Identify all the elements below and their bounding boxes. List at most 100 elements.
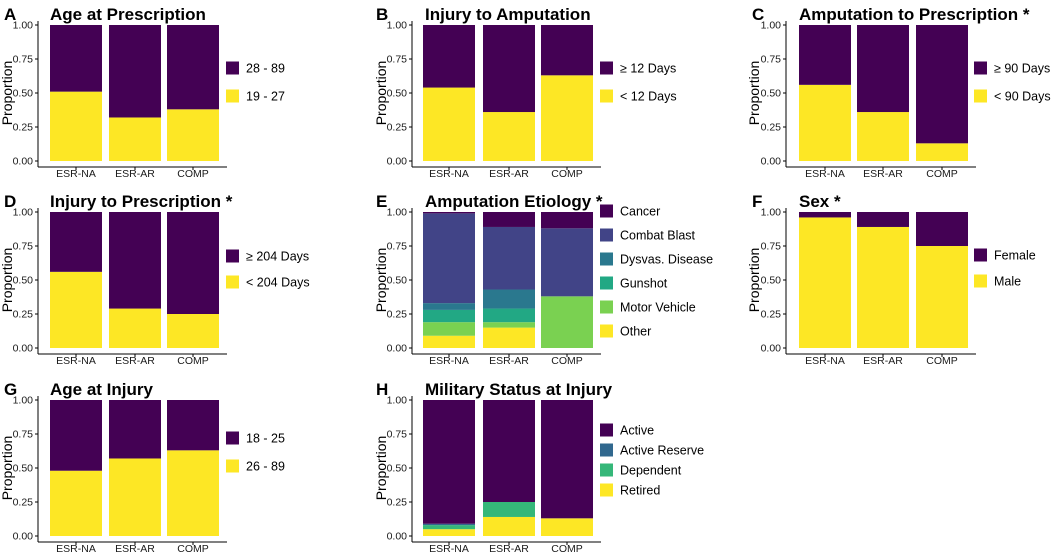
panel-h-letter: H [376, 380, 388, 399]
panel-h-ytick-0-75: 0.75 [387, 429, 408, 441]
panel-e-bar-esr-ar-combat-blast [483, 226, 535, 290]
panel-b-bar-esr-ar-ge-12-days [483, 25, 535, 113]
panel-f-bar-comp-female [916, 212, 968, 246]
panel-a-bar-esr-na-19-27 [50, 91, 102, 161]
panel-d-ytick-0-50: 0.50 [13, 275, 34, 287]
panel-h-ytick-0-50: 0.50 [387, 463, 408, 475]
panel-e-bar-esr-na-motor-vehicle [423, 322, 475, 336]
panel-g-ylabel: Proportion [0, 436, 15, 501]
panel-a-legend-swatch-28-89 [226, 61, 239, 75]
panel-a-legend-label-28-89: 28 - 89 [246, 62, 285, 76]
panel-d-bar-esr-na-lt-204-days [50, 271, 102, 348]
panel-g-bar-comp-26-89 [167, 450, 219, 536]
panel-e-bar-esr-na-dysvas-disease [423, 303, 475, 310]
panel-c-ylabel: Proportion [746, 61, 762, 126]
panel-g-bar-esr-ar-26-89 [109, 458, 161, 536]
panel-e-ytick-1-00: 1.00 [387, 207, 408, 219]
panel-b-legend-label-lt-12-days: < 12 Days [620, 90, 677, 104]
panel-h-bar-comp-retired [541, 518, 593, 536]
panel-a-bar-esr-na-28-89 [50, 25, 102, 92]
panel-b-xtick-comp: COMP [551, 168, 583, 180]
panel-e-xtick-esr-na: ESR-NA [429, 355, 469, 367]
panel-b-ytick-0-25: 0.25 [387, 122, 408, 134]
panel-g-bar-comp-18-25 [167, 400, 219, 451]
panel-c-ytick-0-75: 0.75 [761, 54, 782, 66]
panel-e-legend-swatch-motor-vehicle [600, 300, 613, 314]
panel-b-bar-esr-ar-lt-12-days [483, 112, 535, 161]
panel-a-ytick-0-25: 0.25 [13, 122, 34, 134]
panel-g-bar-esr-ar-18-25 [109, 400, 161, 459]
panel-a-ytick-0-75: 0.75 [13, 54, 34, 66]
panel-f-bar-esr-ar-male [857, 226, 909, 348]
panel-c-legend-label-ge-90-days: ≥ 90 Days [994, 62, 1050, 76]
panel-g-ytick-0-25: 0.25 [13, 497, 34, 509]
panel-g-xtick-comp: COMP [177, 543, 209, 555]
panel-c-bar-comp-lt-90-days [916, 143, 968, 161]
panel-e-legend-label-dysvas-disease: Dysvas. Disease [620, 253, 713, 267]
panel-d-bar-comp-ge-204-days [167, 212, 219, 314]
panel-h-ylabel: Proportion [373, 436, 389, 501]
panel-h-ytick-0-25: 0.25 [387, 497, 408, 509]
panel-f-title: Sex * [799, 192, 841, 211]
panel-d-legend-label-lt-204-days: < 204 Days [246, 276, 310, 290]
panel-d-title: Injury to Prescription * [50, 192, 233, 211]
panel-e-bar-esr-na-cancer [423, 212, 475, 214]
panel-c-bar-esr-na-ge-90-days [799, 25, 851, 85]
panel-g-bar-esr-na-26-89 [50, 470, 102, 536]
panel-d-ytick-0-00: 0.00 [13, 343, 34, 355]
panel-d-xtick-esr-na: ESR-NA [56, 355, 96, 367]
panel-h-bar-esr-ar-retired [483, 516, 535, 536]
panel-h-legend-swatch-active [600, 423, 613, 437]
panel-b-bar-comp-ge-12-days [541, 25, 593, 76]
panel-d-ytick-0-25: 0.25 [13, 309, 34, 321]
panel-h-legend-label-dependent: Dependent [620, 464, 682, 478]
panel-h-legend-label-retired: Retired [620, 484, 660, 498]
panel-e-bar-esr-na-combat-blast [423, 213, 475, 304]
panel-e-bar-comp-combat-blast [541, 228, 593, 297]
panel-e-bar-comp-motor-vehicle [541, 296, 593, 348]
panel-f-bar-esr-ar-female [857, 212, 909, 227]
panel-d-bar-esr-ar-lt-204-days [109, 308, 161, 348]
panel-e-bar-esr-na-other [423, 335, 475, 348]
panel-h-xtick-esr-na: ESR-NA [429, 543, 469, 555]
panel-h: H Military Status at Injury Proportion ESR-… [373, 380, 704, 555]
panel-e-ytick-0-75: 0.75 [387, 241, 408, 253]
panel-g-legend-swatch-18-25 [226, 431, 239, 445]
panel-f-ylabel: Proportion [746, 248, 762, 313]
panel-e-bar-esr-ar-motor-vehicle [483, 322, 535, 328]
panel-e-legend-swatch-combat-blast [600, 228, 613, 242]
panel-e-ylabel: Proportion [373, 248, 389, 313]
panel-c-legend-swatch-ge-90-days [974, 61, 987, 75]
panel-a-legend-swatch-19-27 [226, 89, 239, 103]
panel-f-letter: F [752, 192, 762, 211]
panel-h-legend-swatch-active-reserve [600, 443, 613, 457]
panel-a-bar-esr-ar-19-27 [109, 117, 161, 161]
panel-a-letter: A [4, 5, 16, 24]
panel-f-ytick-0-00: 0.00 [761, 343, 782, 355]
panel-b-xtick-esr-na: ESR-NA [429, 168, 469, 180]
panel-g-legend-label-18-25: 18 - 25 [246, 432, 285, 446]
panel-g-legend-label-26-89: 26 - 89 [246, 460, 285, 474]
panel-h-bar-esr-ar-active [483, 400, 535, 502]
panel-f-xtick-comp: COMP [926, 355, 958, 367]
panel-e-legend-swatch-gunshot [600, 276, 613, 290]
panel-e-xtick-comp: COMP [551, 355, 583, 367]
panel-h-bar-esr-na-active [423, 400, 475, 524]
panel-c-ytick-0-25: 0.25 [761, 122, 782, 134]
panel-f-legend-swatch-male [974, 274, 987, 288]
panel-b-ylabel: Proportion [373, 61, 389, 126]
panel-e-legend-swatch-dysvas-disease [600, 252, 613, 266]
panel-h-bar-esr-ar-dependent [483, 502, 535, 517]
panel-h-bar-comp-active [541, 400, 593, 519]
panel-g-letter: G [4, 380, 17, 399]
panel-f-legend-label-female: Female [994, 249, 1036, 263]
panel-e-ytick-0-25: 0.25 [387, 309, 408, 321]
panel-a-legend-label-19-27: 19 - 27 [246, 90, 285, 104]
panel-e-bar-esr-ar-dysvas-disease [483, 289, 535, 309]
panel-h-bar-esr-na-dependent [423, 525, 475, 530]
panel-f-xtick-esr-na: ESR-NA [805, 355, 845, 367]
panel-e-bar-comp-cancer [541, 212, 593, 229]
panel-c-letter: C [752, 5, 764, 24]
panel-g-ytick-0-50: 0.50 [13, 463, 34, 475]
panel-b-bar-comp-lt-12-days [541, 75, 593, 161]
